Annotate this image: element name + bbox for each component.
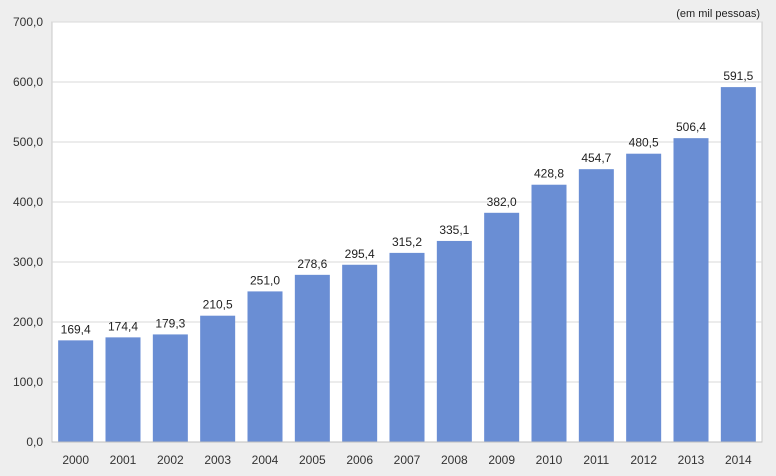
data-label: 382,0 xyxy=(487,195,517,209)
x-tick-label: 2011 xyxy=(583,453,609,467)
bar xyxy=(720,87,756,442)
y-tick-label: 400,0 xyxy=(13,195,43,209)
bar xyxy=(626,153,662,442)
y-tick-label: 500,0 xyxy=(13,135,43,149)
x-tick-label: 2004 xyxy=(252,453,279,467)
x-tick-label: 2009 xyxy=(488,453,515,467)
x-tick-label: 2008 xyxy=(441,453,468,467)
y-axis: 0,0 100,0 200,0 300,0 400,0 500,0 600,0 700,0 xyxy=(13,15,43,449)
y-tick-label: 200,0 xyxy=(13,315,43,329)
x-tick-label: 2014 xyxy=(725,453,752,467)
data-label: 428,8 xyxy=(534,167,564,181)
data-label: 174,4 xyxy=(108,319,138,333)
y-tick-label: 100,0 xyxy=(13,375,43,389)
y-tick-label: 600,0 xyxy=(13,75,43,89)
data-label: 506,4 xyxy=(676,120,706,134)
bar xyxy=(531,184,567,442)
bar xyxy=(436,240,472,442)
bar xyxy=(673,138,709,442)
bar xyxy=(389,252,425,442)
x-tick-label: 2006 xyxy=(346,453,373,467)
bar xyxy=(294,274,330,442)
bar xyxy=(578,169,614,442)
x-tick-label: 2005 xyxy=(299,453,326,467)
data-label: 210,5 xyxy=(203,298,233,312)
data-label: 278,6 xyxy=(297,257,327,271)
data-label: 179,3 xyxy=(155,316,185,330)
bar xyxy=(342,264,378,442)
bars: 169,4 174,4 179,3 210,5 251,0 278,6 295,4 315,2… xyxy=(58,69,756,442)
data-label: 315,2 xyxy=(392,235,422,249)
data-label: 591,5 xyxy=(723,69,753,83)
x-tick-label: 2002 xyxy=(157,453,184,467)
data-label: 295,4 xyxy=(345,247,375,261)
y-tick-label: 0,0 xyxy=(26,435,43,449)
x-tick-label: 2007 xyxy=(394,453,421,467)
x-axis: 2000 2001 2002 2003 2004 2005 2006 2007 2008 2009… xyxy=(52,441,762,467)
x-tick-label: 2003 xyxy=(204,453,231,467)
data-label: 335,1 xyxy=(439,223,469,237)
data-label: 480,5 xyxy=(629,136,659,150)
y-tick-label: 300,0 xyxy=(13,255,43,269)
data-label: 169,4 xyxy=(61,322,91,336)
x-tick-label: 2013 xyxy=(678,453,705,467)
x-tick-label: 2001 xyxy=(110,453,137,467)
bar xyxy=(200,315,236,442)
bar xyxy=(247,291,283,442)
bar xyxy=(484,212,520,442)
x-tick-label: 2010 xyxy=(536,453,563,467)
y-tick-label: 700,0 xyxy=(13,15,43,29)
unit-note: (em mil pessoas) xyxy=(676,8,760,20)
x-tick-label: 2000 xyxy=(62,453,89,467)
bar xyxy=(58,340,94,442)
x-tick-label: 2012 xyxy=(630,453,657,467)
data-label: 454,7 xyxy=(581,151,611,165)
data-label: 251,0 xyxy=(250,273,280,287)
bar xyxy=(105,337,141,442)
bar xyxy=(152,334,188,442)
